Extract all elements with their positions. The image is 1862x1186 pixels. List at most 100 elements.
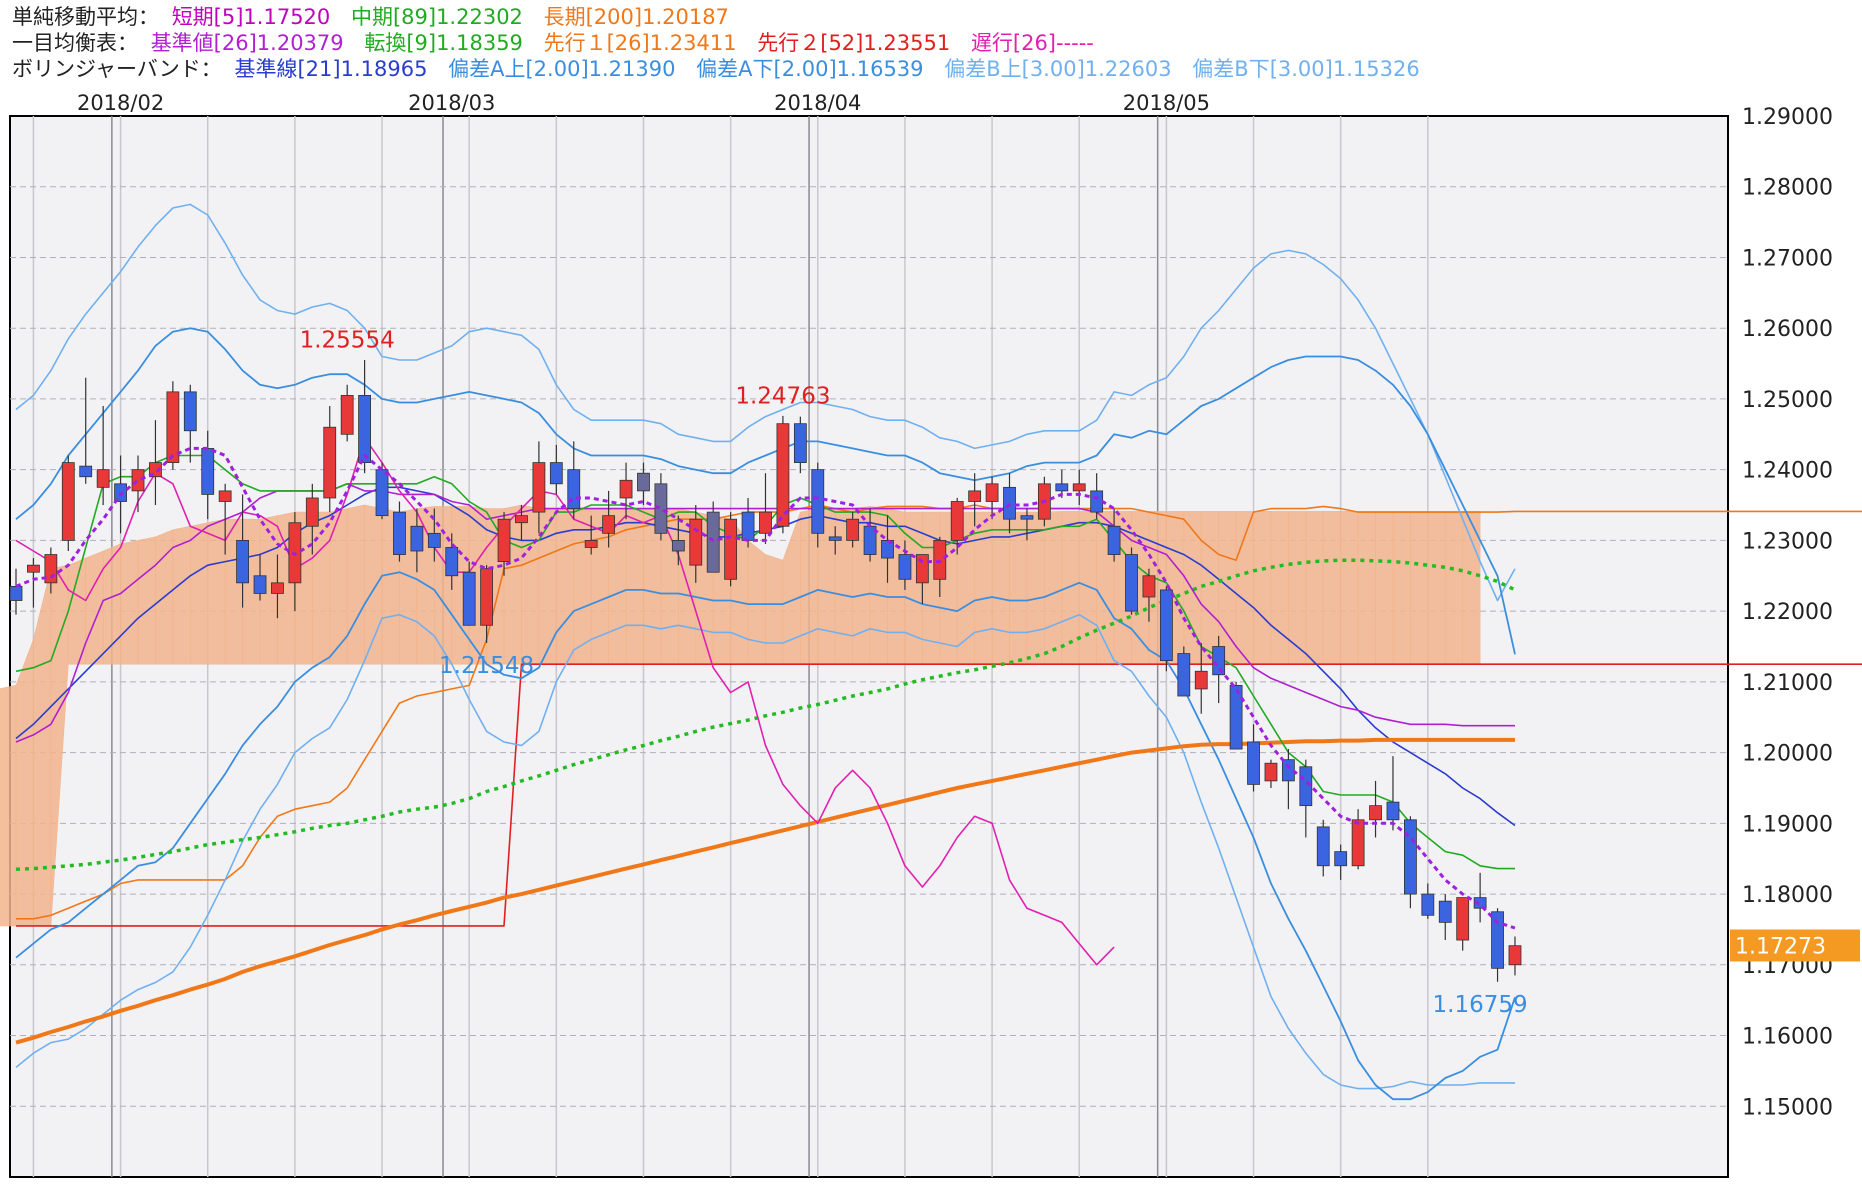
legend-bb-b-dn: 偏差B下[3.00]1.15326 <box>1192 57 1420 81</box>
candle-body <box>236 540 249 584</box>
candle-body <box>410 525 424 552</box>
candle-body <box>1473 897 1487 909</box>
candle <box>1386 756 1400 831</box>
candle-body <box>1386 801 1400 821</box>
candle <box>619 462 633 520</box>
cloud-segment <box>207 518 226 665</box>
price-annotation: 1.21548 <box>439 653 534 679</box>
candle-body <box>61 462 75 541</box>
candle-body <box>741 511 755 541</box>
candle-body <box>1194 670 1208 690</box>
candle <box>515 505 528 541</box>
cloud-segment <box>15 639 34 927</box>
candle <box>881 515 894 583</box>
candle-body <box>584 540 598 548</box>
legend-senkou-b: 先行２[52]1.23551 <box>757 31 951 55</box>
legend-sma-short: 短期[5]1.17520 <box>171 5 331 29</box>
candle-body <box>1247 741 1260 785</box>
current-price-label: 1.17273 <box>1735 934 1826 959</box>
candle-body <box>131 469 145 492</box>
candle <box>1421 883 1435 919</box>
legend-bb-b-up: 偏差B上[3.00]1.22603 <box>944 57 1172 81</box>
y-tick-label: 1.25000 <box>1742 388 1833 413</box>
candle <box>1177 646 1191 697</box>
legend-ichimoku-label: 一目均衡表： <box>12 31 138 55</box>
candle-body <box>1421 893 1435 916</box>
candle-body <box>427 532 441 548</box>
candle <box>1125 547 1138 615</box>
candle-body <box>706 511 720 573</box>
cloud-segment <box>1044 511 1063 665</box>
candle <box>410 508 424 573</box>
candle <box>1508 936 1522 976</box>
candle-body <box>532 462 546 513</box>
candle-body <box>1334 851 1348 867</box>
sma-mid-line <box>15 558 1516 872</box>
candle <box>497 512 511 576</box>
x-tick-label: 2018/02 <box>77 91 164 115</box>
candle <box>1247 724 1260 792</box>
candle <box>61 455 75 552</box>
candle <box>393 501 406 562</box>
candle-body <box>1003 486 1016 520</box>
x-tick-label: 2018/03 <box>408 91 495 115</box>
cloud-segment <box>1218 511 1237 665</box>
candle-body <box>480 568 494 626</box>
candle <box>1072 469 1086 506</box>
candle-body <box>1491 911 1504 969</box>
price-annotation: 1.16759 <box>1433 992 1528 1018</box>
candle <box>671 515 685 566</box>
candle-body <box>1159 589 1173 662</box>
candle-body <box>950 501 964 541</box>
candle <box>253 554 267 601</box>
candle-body <box>811 469 825 534</box>
legend-bb-a-up: 偏差A上[2.00]1.21390 <box>448 57 676 81</box>
cloud-segment <box>1375 511 1394 665</box>
candle <box>201 430 215 520</box>
candle <box>759 473 772 544</box>
cloud-segment <box>137 536 156 665</box>
candle <box>323 406 337 513</box>
y-tick-label: 1.23000 <box>1742 529 1833 554</box>
cloud-segment <box>1253 511 1272 665</box>
candle-body <box>497 518 511 563</box>
candle-body <box>724 518 738 580</box>
candle-body <box>637 472 650 492</box>
candle <box>1438 894 1452 941</box>
y-tick-label: 1.22000 <box>1742 600 1833 625</box>
candle <box>1020 508 1034 541</box>
x-tick-label: 2018/04 <box>774 91 861 115</box>
cloud-segment <box>1427 511 1446 665</box>
candle <box>1316 819 1330 877</box>
candle <box>1456 897 1470 951</box>
candle <box>968 473 982 527</box>
cloud-segment <box>102 543 121 665</box>
candle-body <box>271 582 284 594</box>
candle <box>1107 508 1121 562</box>
legend-senkou-a: 先行１[26]1.23411 <box>543 31 737 55</box>
candle-body <box>375 469 389 517</box>
legend-tenkan: 転換[9]1.18359 <box>364 31 523 55</box>
candle <box>305 483 319 555</box>
candle <box>340 384 354 442</box>
candle <box>689 505 703 583</box>
candle <box>462 561 476 626</box>
candle <box>1473 872 1487 923</box>
candle-body <box>1072 483 1086 492</box>
candle <box>776 415 790 534</box>
candle <box>218 483 232 555</box>
candle <box>828 526 842 555</box>
candle-body <box>654 483 668 534</box>
y-tick-label: 1.20000 <box>1742 742 1833 767</box>
candle <box>985 476 999 520</box>
candle <box>1351 809 1365 870</box>
candle <box>793 416 807 474</box>
candle-body <box>881 540 894 559</box>
legend-bb-a-dn: 偏差A下[2.00]1.16539 <box>696 57 924 81</box>
candle <box>724 512 738 587</box>
y-tick-label: 1.28000 <box>1742 176 1833 201</box>
legend-sma-label: 単純移動平均： <box>12 5 159 29</box>
cloud-segment <box>346 504 365 665</box>
cloud-segment <box>521 504 540 665</box>
cloud-segment <box>1305 511 1324 665</box>
